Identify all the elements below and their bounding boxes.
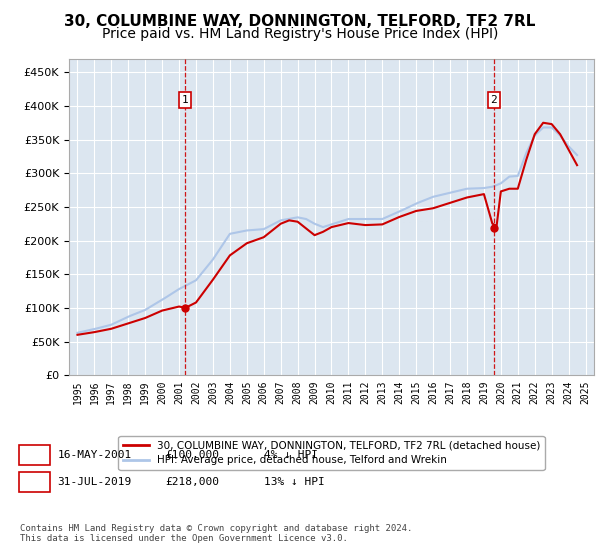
Legend: 30, COLUMBINE WAY, DONNINGTON, TELFORD, TF2 7RL (detached house), HPI: Average p: 30, COLUMBINE WAY, DONNINGTON, TELFORD, … — [118, 436, 545, 470]
Text: 16-MAY-2001: 16-MAY-2001 — [58, 450, 132, 460]
Text: £218,000: £218,000 — [165, 477, 219, 487]
Text: 2: 2 — [31, 477, 38, 487]
Text: 1: 1 — [182, 95, 189, 105]
Text: 1: 1 — [31, 450, 38, 460]
Text: £100,000: £100,000 — [165, 450, 219, 460]
Text: 30, COLUMBINE WAY, DONNINGTON, TELFORD, TF2 7RL: 30, COLUMBINE WAY, DONNINGTON, TELFORD, … — [64, 14, 536, 29]
Text: 2: 2 — [490, 95, 497, 105]
Text: Price paid vs. HM Land Registry's House Price Index (HPI): Price paid vs. HM Land Registry's House … — [102, 27, 498, 41]
Text: 13% ↓ HPI: 13% ↓ HPI — [264, 477, 325, 487]
Text: Contains HM Land Registry data © Crown copyright and database right 2024.
This d: Contains HM Land Registry data © Crown c… — [20, 524, 413, 543]
Text: 31-JUL-2019: 31-JUL-2019 — [58, 477, 132, 487]
Text: 4% ↓ HPI: 4% ↓ HPI — [264, 450, 318, 460]
